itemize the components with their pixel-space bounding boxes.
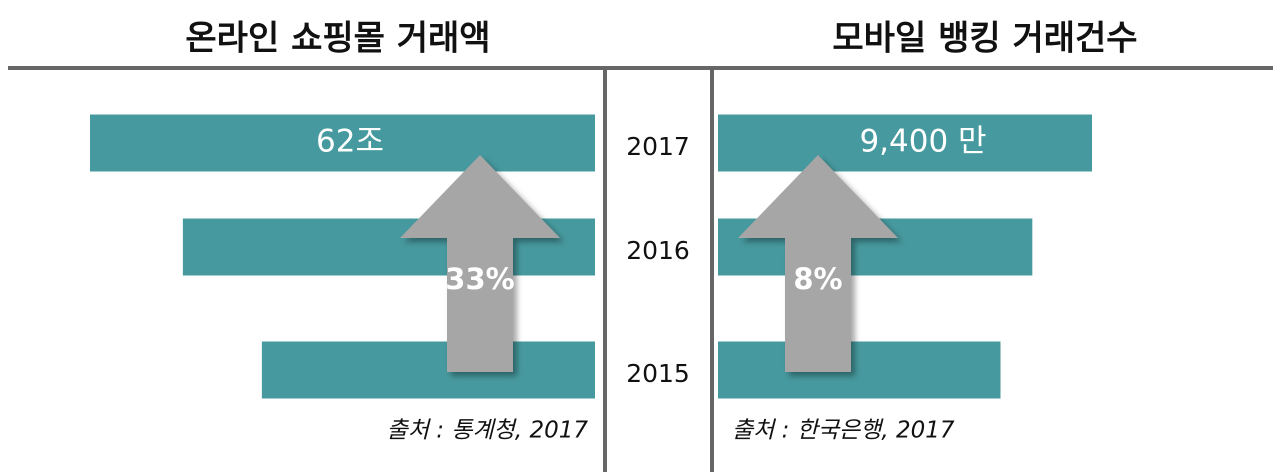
source-note: 출처 : 한국은행, 2017 <box>732 418 955 444</box>
growth-arrow <box>738 155 898 372</box>
growth-label: 8% <box>793 262 842 296</box>
value-label: 9,400 만 <box>859 124 986 160</box>
growth-label: 33% <box>445 262 514 296</box>
growth-arrow <box>400 155 560 372</box>
source-note: 출처 : 통계청, 2017 <box>387 418 589 444</box>
year-label: 2017 <box>626 132 690 161</box>
bar <box>718 341 1001 399</box>
year-label: 2016 <box>626 236 690 265</box>
bar <box>90 114 595 172</box>
bar <box>261 341 595 399</box>
year-label: 2015 <box>626 359 690 388</box>
chart-title: 온라인 쇼핑몰 거래액 <box>185 19 490 59</box>
chart-title: 모바일 뱅킹 거래건수 <box>832 19 1137 59</box>
bar <box>718 114 1092 172</box>
value-label: 62조 <box>316 124 384 160</box>
